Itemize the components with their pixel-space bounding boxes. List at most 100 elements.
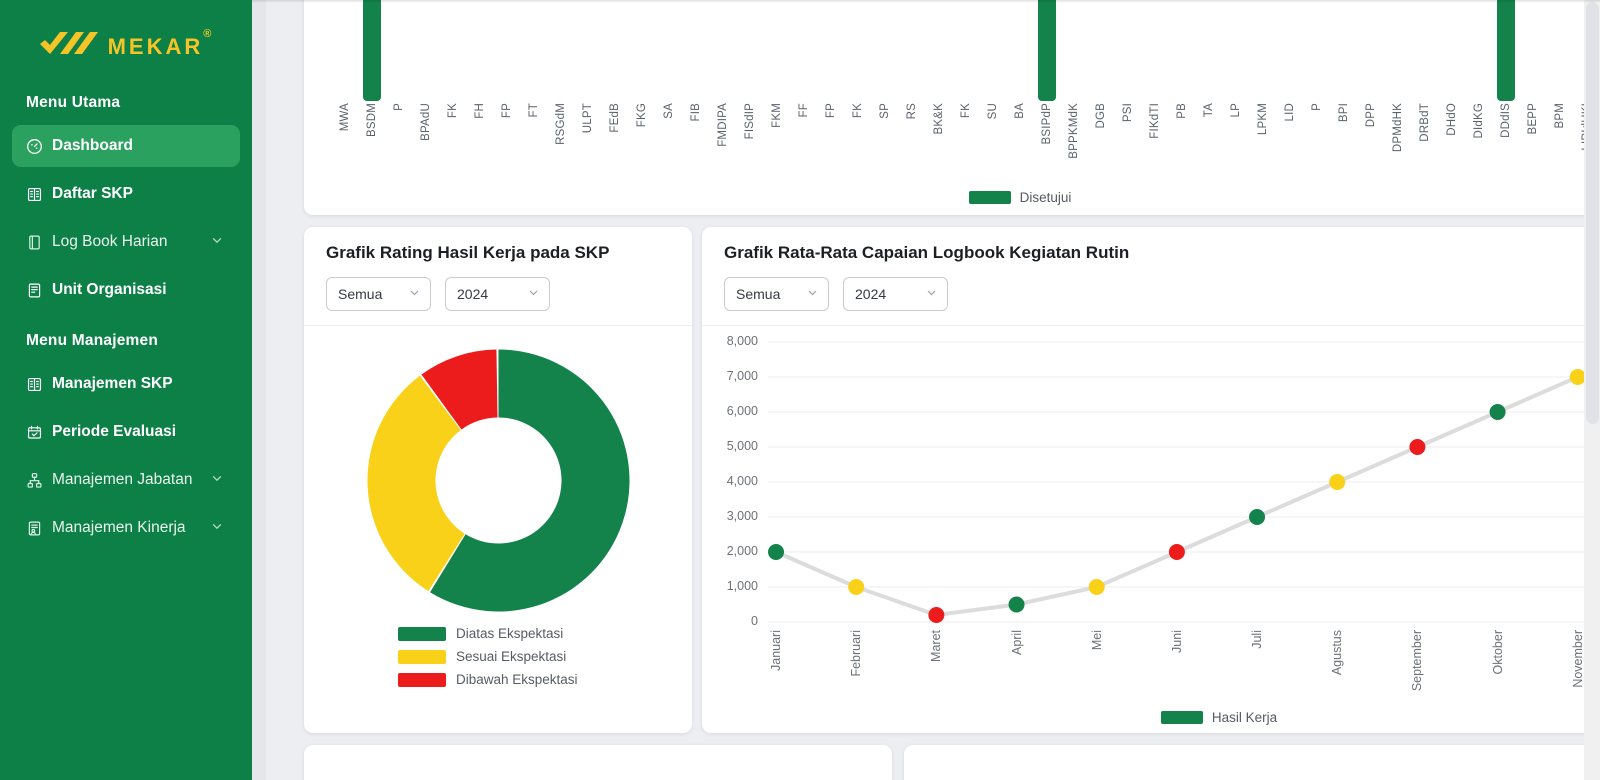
bar-x-label: BEPP bbox=[1526, 103, 1539, 135]
page-vertical-scrollbar[interactable] bbox=[1584, 0, 1600, 780]
legend-swatch bbox=[398, 649, 446, 664]
x-axis-tick: September bbox=[1410, 630, 1425, 692]
donut-card-body: Diatas Ekspektasi Sesuai Ekspektasi Dibawa… bbox=[304, 326, 692, 733]
bar-x-label: FMDIPA bbox=[717, 103, 730, 147]
chevron-down-icon[interactable] bbox=[210, 233, 226, 252]
line-year-select[interactable]: 2024 bbox=[843, 277, 948, 311]
legend-swatch bbox=[398, 672, 446, 687]
donut-year-value: 2024 bbox=[457, 286, 489, 302]
legend-label: Diatas Ekspektasi bbox=[456, 626, 564, 641]
y-axis-tick: 7,000 bbox=[726, 369, 758, 383]
bar-x-label: FH bbox=[474, 103, 487, 119]
x-axis-tick: November bbox=[1570, 630, 1585, 688]
line-scope-value: Semua bbox=[736, 286, 781, 302]
sidebar-item-manajemen-skp[interactable]: Manajemen SKP bbox=[12, 363, 240, 405]
data-point-juli[interactable] bbox=[1249, 509, 1266, 525]
bar-x-label: DIdKG bbox=[1472, 103, 1485, 139]
donut-card-filters: Semua 2024 bbox=[326, 277, 670, 311]
bar-x-label: BPPKMdK bbox=[1067, 103, 1080, 159]
bottom-card-right bbox=[904, 745, 1600, 780]
sidebar-item-log-book-harian[interactable]: Log Book Harian bbox=[12, 221, 240, 263]
main-content: MWA BSDM P BPAdU FK FH FP FT RSGdM ULPT FEdB FKG SA F… bbox=[252, 0, 1600, 780]
data-point-november[interactable] bbox=[1569, 369, 1586, 385]
chevron-down-icon[interactable] bbox=[210, 519, 226, 538]
line-card-header: Grafik Rata-Rata Capaian Logbook Kegiata… bbox=[702, 227, 1600, 326]
sidebar-item-unit-organisasi[interactable]: Unit Organisasi bbox=[12, 269, 240, 311]
y-axis-tick: 1,000 bbox=[726, 579, 758, 593]
bar-x-label: LPKM bbox=[1256, 103, 1269, 136]
donut-slice-dibawah-ekspektasi[interactable] bbox=[421, 349, 498, 430]
bar-x-label: P bbox=[1310, 103, 1323, 111]
bar-x-label: DRBdT bbox=[1418, 103, 1431, 142]
bar-DDdIS bbox=[1496, 0, 1515, 101]
data-point-agustus[interactable] bbox=[1329, 474, 1346, 490]
data-point-maret[interactable] bbox=[928, 607, 945, 623]
donut-chart-svg bbox=[366, 349, 629, 611]
capaian-logbook-card: Grafik Rata-Rata Capaian Logbook Kegiata… bbox=[702, 227, 1600, 733]
sidebar-item-label: Manajemen SKP bbox=[52, 375, 173, 392]
chevron-down-icon bbox=[925, 286, 938, 302]
bar-x-label: LID bbox=[1283, 103, 1296, 122]
report-person-icon bbox=[26, 520, 52, 537]
chevron-down-icon[interactable] bbox=[210, 471, 226, 490]
data-point-oktober[interactable] bbox=[1489, 404, 1506, 420]
donut-slice-diatas-ekspektasi[interactable] bbox=[429, 349, 629, 611]
sidebar-item-label: Unit Organisasi bbox=[52, 281, 167, 298]
x-axis-tick: Agustus bbox=[1330, 630, 1345, 676]
bar-x-label: DDdIS bbox=[1499, 103, 1512, 138]
data-point-april[interactable] bbox=[1008, 596, 1025, 613]
sidebar-item-label: Periode Evaluasi bbox=[52, 423, 177, 440]
line-scope-select[interactable]: Semua bbox=[724, 277, 829, 311]
sidebar-item-daftar-skp[interactable]: Daftar SKP bbox=[12, 173, 240, 215]
bar-x-label: MWA bbox=[339, 103, 352, 132]
x-axis-tick: Mei bbox=[1089, 630, 1104, 651]
donut-legend-item[interactable]: Sesuai Ekspektasi bbox=[398, 649, 598, 664]
sidebar-item-manajemen-jabatan[interactable]: Manajemen Jabatan bbox=[12, 459, 240, 501]
building-list-icon bbox=[26, 186, 52, 203]
donut-chart bbox=[304, 326, 692, 616]
line-card-filters: Semua 2024 bbox=[724, 277, 1600, 311]
donut-card-header: Grafik Rating Hasil Kerja pada SKP Semua… bbox=[304, 227, 692, 326]
sidebar-item-label: Dashboard bbox=[52, 137, 133, 154]
sidebar-item-label: Manajemen Jabatan bbox=[52, 471, 193, 488]
bar-x-label: BSDM bbox=[366, 103, 379, 138]
donut-legend-item[interactable]: Dibawah Ekspektasi bbox=[398, 672, 598, 687]
x-axis-tick: Oktober bbox=[1490, 630, 1505, 675]
bar-x-label: PB bbox=[1175, 103, 1188, 119]
y-axis-tick: 8,000 bbox=[726, 334, 758, 348]
data-point-mei[interactable] bbox=[1088, 579, 1105, 595]
x-axis-tick: Februari bbox=[849, 630, 864, 677]
data-point-september[interactable] bbox=[1409, 439, 1426, 455]
building-list-icon bbox=[26, 376, 52, 393]
data-point-februari[interactable] bbox=[848, 579, 865, 595]
bar-x-label: DPMdHK bbox=[1391, 103, 1404, 153]
bar-x-label: FP bbox=[501, 103, 514, 119]
bar-x-label: PSI bbox=[1121, 103, 1134, 123]
data-point-januari[interactable] bbox=[768, 544, 785, 560]
notebook-icon bbox=[26, 234, 52, 251]
sidebar-item-dashboard[interactable]: Dashboard bbox=[12, 125, 240, 167]
x-axis-tick: Maret bbox=[929, 630, 944, 662]
bar-x-label: SA bbox=[663, 103, 676, 119]
content-left-gutter bbox=[252, 0, 266, 780]
page-scrollbar-thumb[interactable] bbox=[1586, 2, 1599, 424]
bar-x-label: BPAdU bbox=[420, 103, 433, 141]
sidebar-item-manajemen-kinerja[interactable]: Manajemen Kinerja bbox=[12, 507, 240, 549]
bar-x-label: FIB bbox=[690, 103, 703, 122]
donut-scope-select[interactable]: Semua bbox=[326, 277, 431, 311]
bar-x-label: BA bbox=[1014, 103, 1026, 119]
chevron-down-icon bbox=[527, 286, 540, 302]
line-card-title: Grafik Rata-Rata Capaian Logbook Kegiata… bbox=[724, 243, 1130, 262]
donut-slice-sesuai-ekspektasi[interactable] bbox=[366, 375, 465, 591]
data-point-juni[interactable] bbox=[1168, 544, 1185, 560]
donut-year-select[interactable]: 2024 bbox=[445, 277, 550, 311]
mekar-checkmark-logo-icon bbox=[38, 30, 100, 65]
x-axis-tick: Juni bbox=[1169, 630, 1184, 653]
sidebar-item-periode-evaluasi[interactable]: Periode Evaluasi bbox=[12, 411, 240, 453]
brand-logo[interactable]: MEKAR® bbox=[0, 18, 252, 76]
donut-legend-item[interactable]: Diatas Ekspektasi bbox=[398, 626, 598, 641]
donut-scope-value: Semua bbox=[338, 286, 383, 302]
x-axis-tick: April bbox=[1009, 630, 1024, 656]
bar-chart-card: MWA BSDM P BPAdU FK FH FP FT RSGdM ULPT FEdB FKG SA F… bbox=[304, 0, 1600, 215]
